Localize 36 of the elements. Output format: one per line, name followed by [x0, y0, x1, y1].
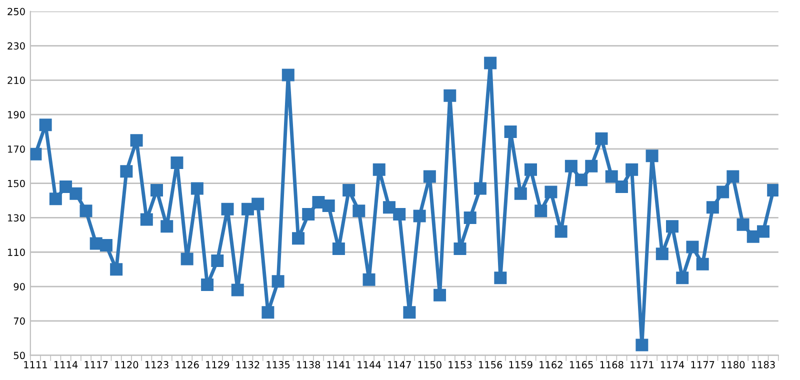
- y-tick-label: 210: [8, 76, 25, 84]
- x-tick-label: 1183: [752, 361, 775, 368]
- x-tick-label: 1111: [24, 361, 47, 368]
- x-tick-label: 1171: [630, 361, 654, 368]
- x-tick-label: 1138: [297, 361, 320, 368]
- x-tick-label: 1147: [388, 361, 411, 368]
- y-tick-label: 190: [8, 111, 25, 118]
- x-tick-label: 1162: [540, 361, 562, 368]
- x-tick-label: 1144: [358, 361, 381, 368]
- x-tick-label: 1129: [206, 361, 230, 368]
- y-tick-label: 110: [8, 248, 25, 256]
- x-tick-label: 1132: [236, 361, 260, 368]
- x-tick-label: 1165: [570, 361, 593, 368]
- y-tick-label: 230: [8, 42, 25, 50]
- x-tick-label: 1150: [418, 361, 442, 368]
- x-tick-label: 1114: [54, 361, 78, 368]
- x-tick-label: 1141: [327, 361, 350, 368]
- y-tick-label: 130: [8, 214, 25, 222]
- x-tick-label: 1159: [509, 361, 532, 368]
- x-tick-label: 1135: [266, 361, 290, 368]
- y-tick-label: 50: [14, 352, 25, 360]
- x-tick-label: 1180: [722, 361, 745, 368]
- x-tick-label: 1126: [176, 361, 199, 368]
- x-tick-label: 1177: [691, 361, 714, 368]
- y-tick-label: 150: [8, 180, 25, 188]
- x-tick-label: 1156: [479, 361, 502, 368]
- y-tick-label: 90: [14, 283, 25, 290]
- x-tick-label: 1117: [84, 361, 108, 368]
- y-tick-label: 70: [14, 317, 25, 325]
- x-tick-label: 1120: [115, 361, 138, 368]
- y-tick-label: 170: [8, 145, 25, 153]
- x-tick-label: 1174: [660, 361, 684, 368]
- x-tick-label: 1153: [448, 361, 472, 368]
- x-tick-label: 1123: [145, 361, 168, 368]
- y-tick-label: 250: [8, 8, 25, 16]
- x-tick-label: 1168: [600, 361, 624, 368]
